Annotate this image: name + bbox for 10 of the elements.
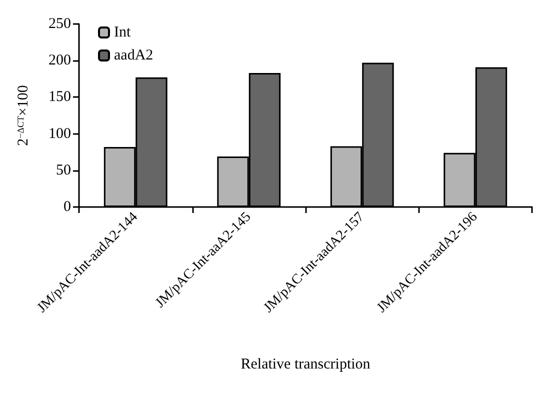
y-tick-label: 0: [64, 199, 71, 215]
legend-label: Int: [114, 24, 132, 40]
y-tick-label: 50: [56, 162, 71, 178]
y-tick-label: 150: [48, 89, 71, 106]
y-tick-label: 100: [48, 126, 71, 142]
y-tick-label: 250: [48, 16, 71, 32]
y-axis-title: 2−ΔCT×100: [16, 85, 32, 146]
y-tick-label: 200: [48, 52, 71, 69]
x-axis-title: Relative transcription: [240, 356, 371, 372]
legend-label: aadA2: [114, 48, 154, 64]
